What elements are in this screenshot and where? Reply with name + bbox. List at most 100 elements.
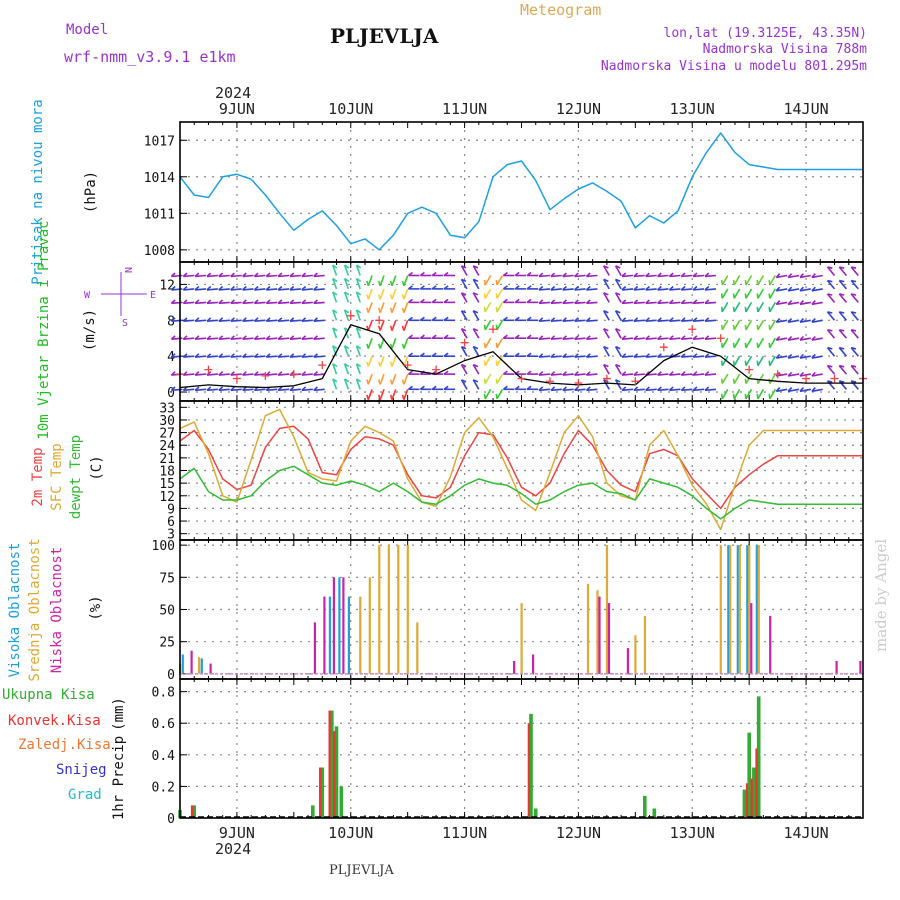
wind-arrow-head (289, 285, 295, 291)
wind-arrow (289, 355, 301, 358)
pressure-axis-label: Pritisak na nivou mora (30, 99, 46, 284)
wind-arrow (538, 274, 551, 278)
wind-arrow-head (401, 307, 405, 313)
wind-arrow-head (472, 345, 479, 350)
wind-arrow (669, 274, 681, 278)
wind-arrow-head (495, 378, 498, 384)
clouds-ytick-label: 50 (159, 604, 175, 619)
precip-bar (747, 732, 751, 818)
wind-arrow-head (472, 327, 479, 332)
wind-arrow-head (668, 317, 674, 322)
wind-arrow-head (230, 272, 235, 277)
wind-arrow (614, 265, 622, 276)
watermark: made by Angel (872, 539, 890, 652)
wind-arrow-head (550, 335, 556, 340)
wind-arrow-head (720, 324, 724, 330)
wind-arrow-head (472, 278, 479, 283)
wind-arrow-head (787, 300, 793, 305)
wind-arrow (538, 337, 551, 340)
wind-arrow (206, 355, 218, 358)
bottom-day-label: 11JUN (442, 824, 487, 842)
wind-arrow-head (514, 352, 520, 357)
temperature-ytick-label: 24 (159, 439, 175, 454)
wind-arrow (621, 355, 634, 358)
wind-arrow (278, 355, 290, 358)
wind-arrow-head (218, 371, 224, 376)
wind-arrow (693, 301, 705, 305)
wind-arrow-head (657, 272, 662, 277)
wind-arrow-head (732, 279, 735, 286)
wind-arrow (586, 355, 598, 358)
wind-arrow (562, 319, 574, 322)
wind-arrow (621, 301, 634, 305)
wind-arrow (704, 373, 717, 376)
wind-arrow (379, 389, 385, 400)
compass-s: S (122, 318, 128, 329)
precip-ytick-label: 0.4 (152, 749, 176, 764)
wind-arrow (230, 301, 242, 305)
wind-arrow-head (206, 299, 212, 304)
wind-arrow (195, 373, 207, 376)
wind-gust-mark (432, 365, 441, 374)
wind-arrow (391, 373, 397, 385)
wind-arrow-head (538, 285, 544, 291)
wind-arrow-head (574, 386, 579, 391)
wind-arrow-head (344, 363, 350, 368)
wind-arrow-head (230, 285, 235, 291)
wind-arrow (343, 309, 350, 321)
wind-arrow-head (720, 279, 724, 286)
wind-arrow (367, 288, 373, 300)
wind-arrow-head (277, 317, 283, 322)
wind-arrow-head (732, 393, 735, 399)
wind-arrow-head (472, 265, 479, 269)
wind-gust-mark (517, 374, 526, 383)
wind-gust-mark (688, 325, 697, 334)
wind-arrow-head (562, 299, 567, 304)
precip-bar (533, 808, 538, 818)
wind-arrow-head (692, 371, 698, 376)
wind-arrow-head (170, 386, 176, 391)
wind-arrow (811, 337, 823, 341)
wind-arrow-head (461, 379, 467, 383)
wind-arrow-head (680, 272, 686, 277)
wind-arrow (254, 373, 266, 376)
wind-arrow (206, 274, 218, 278)
wind-arrow-head (332, 264, 338, 269)
wind-arrow (574, 373, 586, 376)
wind-arrow-head (419, 271, 425, 277)
cloud-bar (727, 545, 730, 674)
wind-arrow-head (377, 325, 381, 331)
wind-arrow (278, 337, 290, 340)
wind-arrow-head (483, 378, 486, 384)
wind-arrow-head (313, 335, 318, 340)
clouds-ytick-label: 100 (152, 539, 175, 554)
wind-arrow (266, 319, 278, 322)
wind-arrow-head (744, 393, 747, 399)
cloud-bar (634, 635, 637, 674)
wind-arrow (332, 345, 338, 357)
precip-bar (652, 808, 657, 818)
cloud-bar (359, 596, 362, 674)
wind-arrow-head (585, 353, 591, 358)
wind-arrow (183, 373, 195, 376)
wind-arrow-head (313, 272, 318, 277)
wind-arrow-head (621, 272, 627, 277)
wind-arrow-head (633, 272, 639, 277)
bottom-day-label: 9JUN (219, 824, 255, 842)
wind-arrow (379, 275, 385, 287)
cloud-bar (342, 577, 345, 674)
wind-arrow (769, 301, 776, 313)
wind-arrow-head (585, 371, 591, 376)
wind-arrow (657, 288, 669, 291)
wind-arrow-head (389, 280, 393, 287)
cloud-bar (378, 545, 381, 674)
cloud-bar (738, 545, 741, 674)
wind-arrow-head (253, 335, 259, 340)
wind-arrow-head (265, 272, 271, 277)
wind-arrow-head (615, 265, 621, 269)
wind-compass: N W E S (84, 267, 156, 329)
top-day-label: 9JUN (219, 100, 255, 118)
wind-arrow-head (704, 272, 710, 277)
wind-gust-mark (659, 343, 668, 352)
wind-arrow-head (514, 316, 520, 321)
